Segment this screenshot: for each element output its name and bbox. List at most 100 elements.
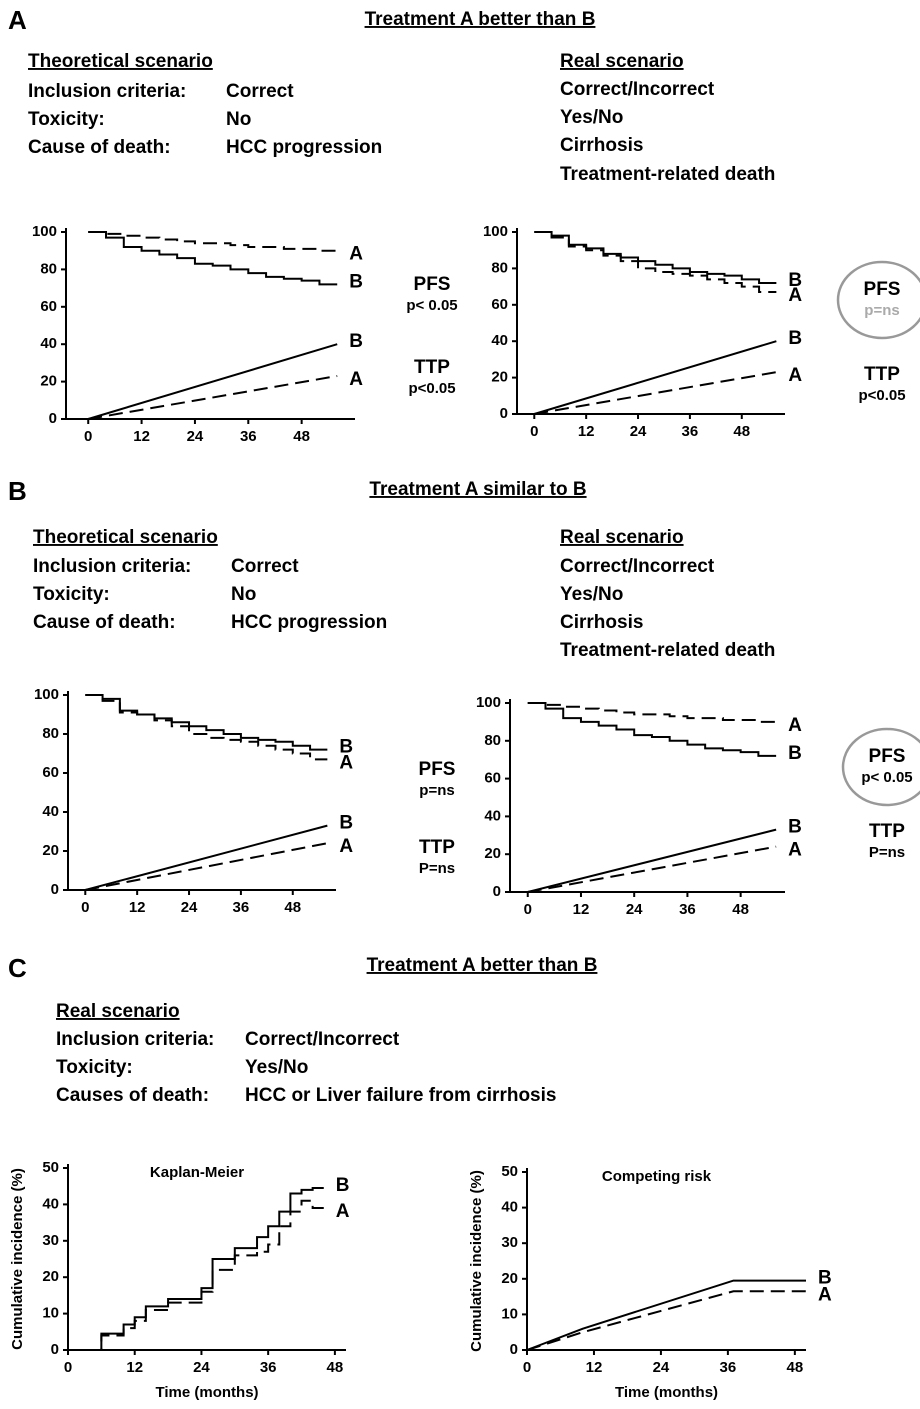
x-tick-label: 0 [530,423,538,440]
chart-title: Competing risk [602,1168,712,1185]
y-tick-label: 20 [42,1268,59,1285]
series-label: B [349,271,363,292]
scenario-heading: Theoretical scenario [33,527,218,548]
row-value: Treatment-related death [560,640,775,661]
x-tick-label: 48 [327,1359,344,1376]
x-tick-label: 12 [133,428,150,445]
row-value: Correct/Incorrect [245,1029,400,1050]
annotation-label: TTP [864,364,900,385]
chart-title: Kaplan-Meier [150,1164,244,1181]
series-line [85,824,328,891]
y-tick-label: 40 [40,335,57,352]
row-value: Correct/Incorrect [560,79,715,100]
series-line [534,231,777,284]
x-tick-label: 48 [732,901,749,918]
y-tick-label: 20 [501,1270,518,1287]
series-label: A [788,840,802,861]
series-label: B [339,737,353,758]
row-value: Correct/Incorrect [560,556,715,577]
y-tick-label: 10 [42,1305,59,1322]
series-line [88,231,338,252]
y-axis-label: Cumulative incidence (%) [9,1168,26,1350]
x-tick-label: 36 [260,1359,277,1376]
series-line [88,231,338,286]
y-tick-label: 50 [42,1159,59,1176]
annotation-p: p<0.05 [858,387,905,404]
x-tick-label: 0 [523,1359,531,1376]
y-tick-label: 20 [42,842,59,859]
x-tick-label: 12 [129,899,146,916]
x-tick-label: 36 [240,428,257,445]
annotation-p: p< 0.05 [861,769,912,786]
x-tick-label: 48 [293,428,310,445]
y-tick-label: 100 [476,694,501,711]
x-tick-label: 0 [64,1359,72,1376]
series-label: B [788,743,802,764]
y-tick-label: 80 [40,260,57,277]
series-line [527,702,777,723]
x-tick-label: 24 [181,899,198,916]
panel-title: Treatment A better than B [367,955,598,976]
scenario-heading: Real scenario [56,1001,180,1022]
row-value: No [226,109,251,130]
y-tick-label: 50 [501,1163,518,1180]
y-tick-label: 0 [51,1341,59,1358]
series-label: A [339,752,353,773]
panel-title: Treatment A similar to B [369,479,586,500]
highlight-circle [836,260,920,340]
series-line [534,231,777,294]
series-line [85,694,328,761]
annotation-p: p< 0.05 [406,297,457,314]
series-label: B [339,813,353,834]
annotation-label: PFS [869,746,906,767]
y-tick-label: 20 [40,373,57,390]
series-line [85,842,328,891]
row-value: HCC or Liver failure from cirrhosis [245,1085,556,1106]
x-tick-label: 0 [524,901,532,918]
series-line [527,828,777,893]
y-tick-label: 40 [501,1199,518,1216]
x-tick-label: 0 [84,428,92,445]
x-tick-label: 48 [786,1359,803,1376]
row-value: Yes/No [245,1057,308,1078]
x-tick-label: 36 [233,899,250,916]
y-tick-label: 0 [51,881,59,898]
y-tick-label: 30 [42,1232,59,1249]
y-tick-label: 0 [493,883,501,900]
y-tick-label: 60 [42,764,59,781]
y-tick-label: 80 [491,259,508,276]
scenario-heading: Theoretical scenario [28,51,213,72]
series-label: A [788,365,802,386]
annotation-label: PFS [414,274,451,295]
series-line [526,1279,806,1351]
annotation-p: p=ns [419,782,454,799]
x-axis-label: Time (months) [155,1384,258,1401]
y-tick-label: 60 [484,770,501,787]
row-label: Inclusion criteria: [33,556,191,577]
row-label: Cause of death: [33,612,176,633]
row-value: Treatment-related death [560,164,775,185]
y-tick-label: 20 [484,845,501,862]
x-tick-label: 12 [578,423,595,440]
y-tick-label: 80 [484,732,501,749]
x-tick-label: 48 [284,899,301,916]
annotation-label: PFS [419,759,456,780]
annotation-p: P=ns [869,844,905,861]
x-tick-label: 24 [193,1359,210,1376]
row-label: Inclusion criteria: [56,1029,214,1050]
series-label: A [339,836,353,857]
x-tick-label: 24 [187,428,204,445]
y-tick-label: 0 [500,405,508,422]
series-label: B [818,1268,832,1289]
y-tick-label: 0 [510,1341,518,1358]
y-tick-label: 100 [34,686,59,703]
y-tick-label: 0 [49,410,57,427]
x-tick-label: 24 [653,1359,670,1376]
annotation-p: P=ns [419,860,455,877]
row-label: Cause of death: [28,137,171,158]
row-value: Yes/No [560,584,623,605]
series-line [68,1187,324,1351]
y-tick-label: 10 [501,1305,518,1322]
annotation-p: p=ns [864,302,899,319]
y-tick-label: 40 [484,807,501,824]
